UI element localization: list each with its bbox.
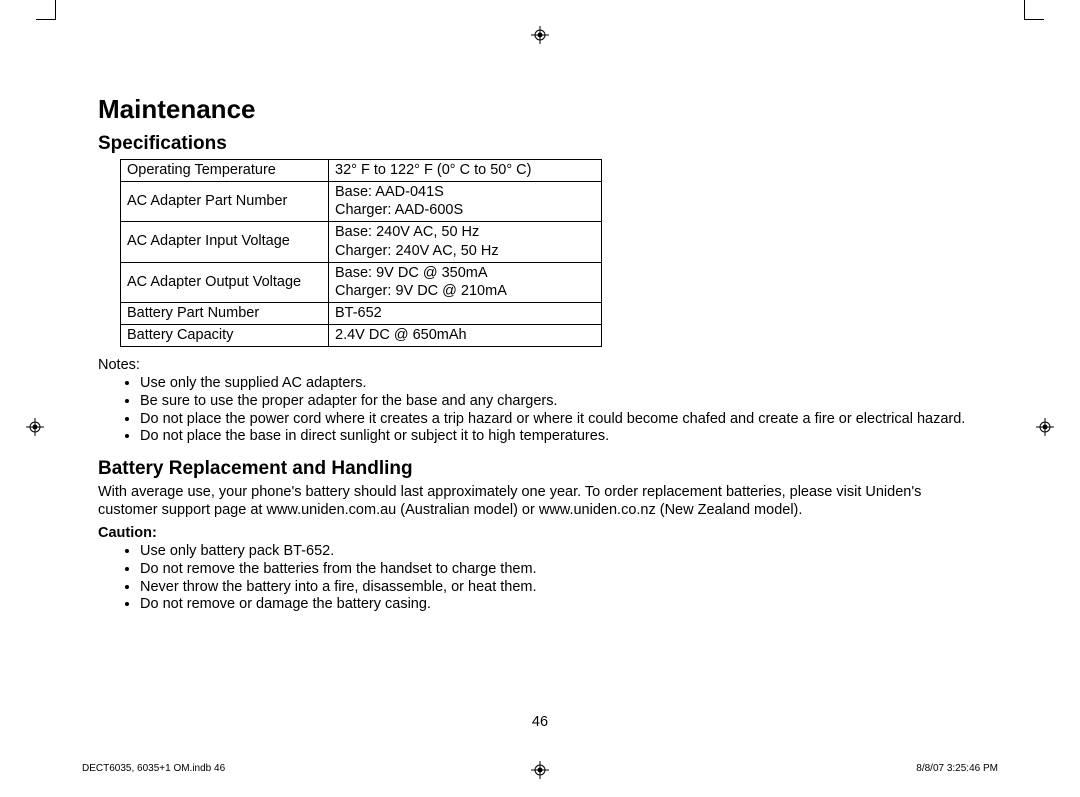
spec-value: Base: 240V AC, 50 HzCharger: 240V AC, 50… xyxy=(329,222,602,262)
list-item: Use only the supplied AC adapters. xyxy=(140,375,982,393)
table-row: AC Adapter Output VoltageBase: 9V DC @ 3… xyxy=(121,262,602,302)
caution-list: Use only battery pack BT-652.Do not remo… xyxy=(98,543,982,614)
list-item: Do not place the base in direct sunlight… xyxy=(140,428,982,446)
spec-value: BT-652 xyxy=(329,302,602,324)
spec-label: AC Adapter Part Number xyxy=(121,182,329,222)
table-row: AC Adapter Part NumberBase: AAD-041SChar… xyxy=(121,182,602,222)
spec-value: Base: AAD-041SCharger: AAD-600S xyxy=(329,182,602,222)
table-row: Operating Temperature32° F to 122° F (0°… xyxy=(121,160,602,182)
footer-right: 8/8/07 3:25:46 PM xyxy=(916,763,998,774)
table-row: AC Adapter Input VoltageBase: 240V AC, 5… xyxy=(121,222,602,262)
caution-label: Caution: xyxy=(98,525,982,541)
spec-label: AC Adapter Output Voltage xyxy=(121,262,329,302)
list-item: Be sure to use the proper adapter for th… xyxy=(140,393,982,411)
spec-value: Base: 9V DC @ 350mACharger: 9V DC @ 210m… xyxy=(329,262,602,302)
registration-mark-icon xyxy=(26,418,44,436)
spec-label: AC Adapter Input Voltage xyxy=(121,222,329,262)
page-number: 46 xyxy=(532,714,548,730)
page-content: Maintenance Specifications Operating Tem… xyxy=(82,20,998,614)
table-row: Battery Part NumberBT-652 xyxy=(121,302,602,324)
specifications-table: Operating Temperature32° F to 122° F (0°… xyxy=(120,159,602,347)
footer-left: DECT6035, 6035+1 OM.indb 46 xyxy=(82,763,225,774)
spec-label: Operating Temperature xyxy=(121,160,329,182)
notes-label: Notes: xyxy=(98,357,982,373)
list-item: Do not place the power cord where it cre… xyxy=(140,411,982,429)
list-item: Use only battery pack BT-652. xyxy=(140,543,982,561)
spec-label: Battery Capacity xyxy=(121,325,329,347)
registration-mark-icon xyxy=(531,761,549,779)
page-title: Maintenance xyxy=(98,94,982,125)
spec-value: 32° F to 122° F (0° C to 50° C) xyxy=(329,160,602,182)
table-row: Battery Capacity2.4V DC @ 650mAh xyxy=(121,325,602,347)
section-heading-battery: Battery Replacement and Handling xyxy=(98,458,982,480)
battery-paragraph: With average use, your phone's battery s… xyxy=(98,484,982,519)
list-item: Do not remove or damage the battery casi… xyxy=(140,596,982,614)
crop-mark-top-left xyxy=(36,0,56,20)
notes-list: Use only the supplied AC adapters.Be sur… xyxy=(98,375,982,446)
registration-mark-icon xyxy=(1036,418,1054,436)
spec-value: 2.4V DC @ 650mAh xyxy=(329,325,602,347)
list-item: Do not remove the batteries from the han… xyxy=(140,561,982,579)
section-heading-specifications: Specifications xyxy=(98,133,982,155)
spec-label: Battery Part Number xyxy=(121,302,329,324)
crop-mark-top-right xyxy=(1024,0,1044,20)
list-item: Never throw the battery into a fire, dis… xyxy=(140,579,982,597)
